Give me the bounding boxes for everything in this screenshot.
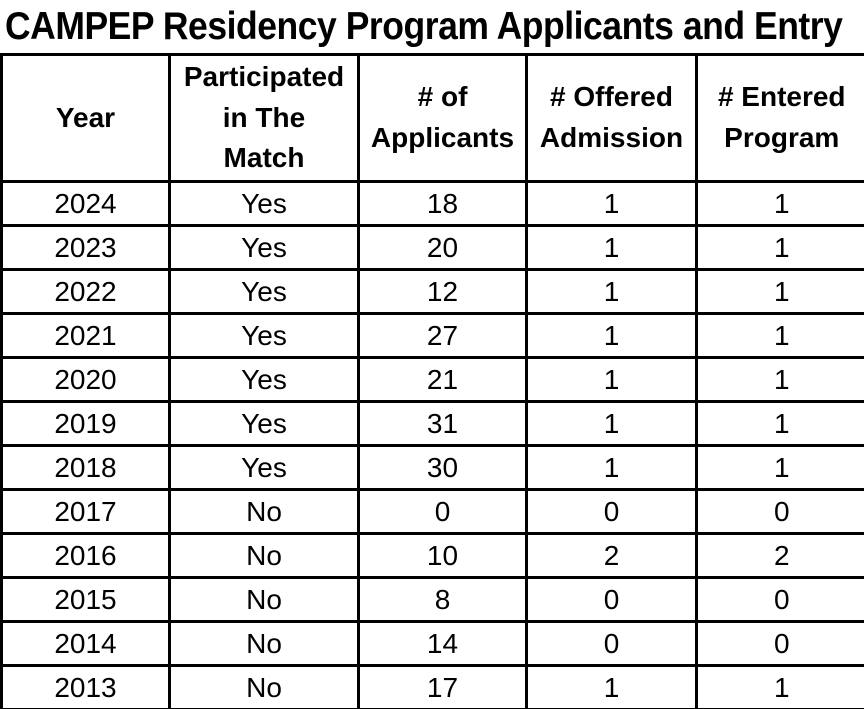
table-cell: 2019 — [0, 400, 171, 447]
table-cell: 31 — [357, 400, 528, 447]
table-row: 2019 Yes 31 1 1 — [0, 400, 864, 447]
table-row: 2023 Yes 20 1 1 — [0, 224, 864, 271]
table-row: 2020 Yes 21 1 1 — [0, 356, 864, 403]
table-cell: 2024 — [0, 180, 171, 227]
column-header-year: Year — [0, 53, 171, 183]
table-cell: 1 — [525, 224, 698, 271]
table-cell: 2022 — [0, 268, 171, 315]
table-cell: 14 — [357, 620, 528, 667]
table-cell: No — [168, 532, 360, 579]
table-row: 2022 Yes 12 1 1 — [0, 268, 864, 315]
table-header: Year Participated in The Match # of Appl… — [0, 53, 864, 183]
table-cell: 2020 — [0, 356, 171, 403]
table-row: 2014 No 14 0 0 — [0, 620, 864, 667]
table-cell: 30 — [357, 444, 528, 491]
table-row: 2016 No 10 2 2 — [0, 532, 864, 579]
table-cell: 0 — [695, 620, 864, 667]
table-cell: 21 — [357, 356, 528, 403]
table-cell: 2015 — [0, 576, 171, 623]
table-cell: No — [168, 488, 360, 535]
table-cell: Yes — [168, 400, 360, 447]
table-cell: No — [168, 664, 360, 709]
table-cell: 0 — [525, 576, 698, 623]
table-cell: 1 — [525, 664, 698, 709]
table-cell: 0 — [695, 576, 864, 623]
table-cell: 2 — [695, 532, 864, 579]
table-cell: 2018 — [0, 444, 171, 491]
table-cell: Yes — [168, 356, 360, 403]
table-cell: 10 — [357, 532, 528, 579]
residency-applicants-table: Year Participated in The Match # of Appl… — [0, 53, 864, 709]
table-cell: 1 — [695, 664, 864, 709]
table-cell: Yes — [168, 312, 360, 359]
table-cell: 18 — [357, 180, 528, 227]
column-header-participated-in-match: Participated in The Match — [168, 53, 360, 183]
table-cell: 1 — [695, 268, 864, 315]
table-title: CAMPEP Residency Program Applicants and … — [0, 0, 864, 53]
table-cell: 0 — [525, 620, 698, 667]
table-title-text: CAMPEP Residency Program Applicants and … — [5, 4, 843, 48]
table-cell: 1 — [525, 400, 698, 447]
table-cell: 8 — [357, 576, 528, 623]
table-cell: 2016 — [0, 532, 171, 579]
table-row: 2015 No 8 0 0 — [0, 576, 864, 623]
table-cell: 0 — [357, 488, 528, 535]
table-cell: 27 — [357, 312, 528, 359]
table-cell: 1 — [525, 356, 698, 403]
table-cell: 1 — [695, 444, 864, 491]
table-cell: 2023 — [0, 224, 171, 271]
table-cell: Yes — [168, 180, 360, 227]
table-cell: Yes — [168, 224, 360, 271]
table-cell: 2 — [525, 532, 698, 579]
table-body: 2024 Yes 18 1 1 2023 Yes 20 1 1 2022 Yes 12 1 1 2021 Yes… — [0, 180, 864, 709]
table-cell: 1 — [525, 180, 698, 227]
table-cell: No — [168, 620, 360, 667]
table-cell: 2021 — [0, 312, 171, 359]
table-cell: 1 — [525, 444, 698, 491]
table-cell: Yes — [168, 268, 360, 315]
column-header-num-entered-program: # Entered Program — [695, 53, 864, 183]
table-cell: 1 — [695, 224, 864, 271]
table-cell: 1 — [695, 180, 864, 227]
table-cell: 17 — [357, 664, 528, 709]
table-row: 2013 No 17 1 1 — [0, 664, 864, 709]
table-cell: 1 — [695, 312, 864, 359]
table-row: 2021 Yes 27 1 1 — [0, 312, 864, 359]
table-header-row: Year Participated in The Match # of Appl… — [0, 53, 864, 183]
table-cell: 1 — [695, 400, 864, 447]
table-row: 2018 Yes 30 1 1 — [0, 444, 864, 491]
table-cell: 2013 — [0, 664, 171, 709]
table-cell: 0 — [695, 488, 864, 535]
table-cell: 12 — [357, 268, 528, 315]
table-cell: No — [168, 576, 360, 623]
table-cell: 0 — [525, 488, 698, 535]
table-row: 2024 Yes 18 1 1 — [0, 180, 864, 227]
table-cell: 2017 — [0, 488, 171, 535]
column-header-num-offered-admission: # Offered Admission — [525, 53, 698, 183]
table-row: 2017 No 0 0 0 — [0, 488, 864, 535]
table-cell: 1 — [695, 356, 864, 403]
table-cell: 2014 — [0, 620, 171, 667]
table-cell: Yes — [168, 444, 360, 491]
table-cell: 20 — [357, 224, 528, 271]
table-cell: 1 — [525, 312, 698, 359]
column-header-num-applicants: # of Applicants — [357, 53, 528, 183]
table-cell: 1 — [525, 268, 698, 315]
